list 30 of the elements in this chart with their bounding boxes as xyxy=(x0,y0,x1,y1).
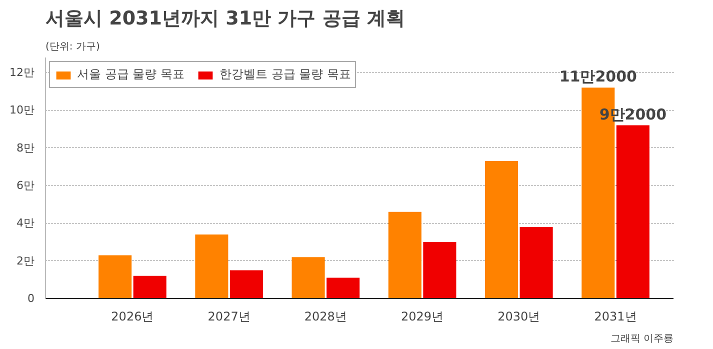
y-tick-label: 4만 xyxy=(16,216,34,230)
data-label: 11만2000 xyxy=(559,68,637,86)
x-tick-label: 2027년 xyxy=(208,310,250,324)
bar xyxy=(133,276,166,298)
y-tick-label: 12만 xyxy=(10,66,35,80)
bar xyxy=(485,161,518,298)
x-tick-label: 2031년 xyxy=(594,310,637,324)
legend-label: 서울 공급 물량 목표 xyxy=(77,66,184,83)
bar xyxy=(520,226,553,298)
y-tick-label: 0 xyxy=(28,292,34,305)
bar xyxy=(423,242,456,298)
text: 그래픽 이주룡 xyxy=(610,334,674,344)
y-tick-label: 6만 xyxy=(16,179,34,192)
x-tick-label: 2028년 xyxy=(304,310,347,324)
bar xyxy=(388,212,422,298)
chart-title: 서울시 2031년까지 31만 가구 공급 계획 xyxy=(46,8,405,30)
y-tick-label: 10만 xyxy=(10,104,35,117)
legend-label: 한강벨트 공급 물량 목표 xyxy=(219,66,351,83)
y-tick-label: 2만 xyxy=(16,254,34,268)
x-tick-label: 2029년 xyxy=(401,310,444,324)
bar xyxy=(230,270,263,298)
bar xyxy=(292,257,325,298)
chart-subtitle: (단위: 가구) xyxy=(46,42,100,52)
bar xyxy=(195,234,228,298)
bar xyxy=(616,125,650,298)
x-tick-label: 2026년 xyxy=(111,310,154,324)
bar xyxy=(98,255,132,298)
bar xyxy=(326,278,360,298)
x-tick-label: 2030년 xyxy=(498,310,540,324)
y-tick-label: 8만 xyxy=(16,141,34,154)
